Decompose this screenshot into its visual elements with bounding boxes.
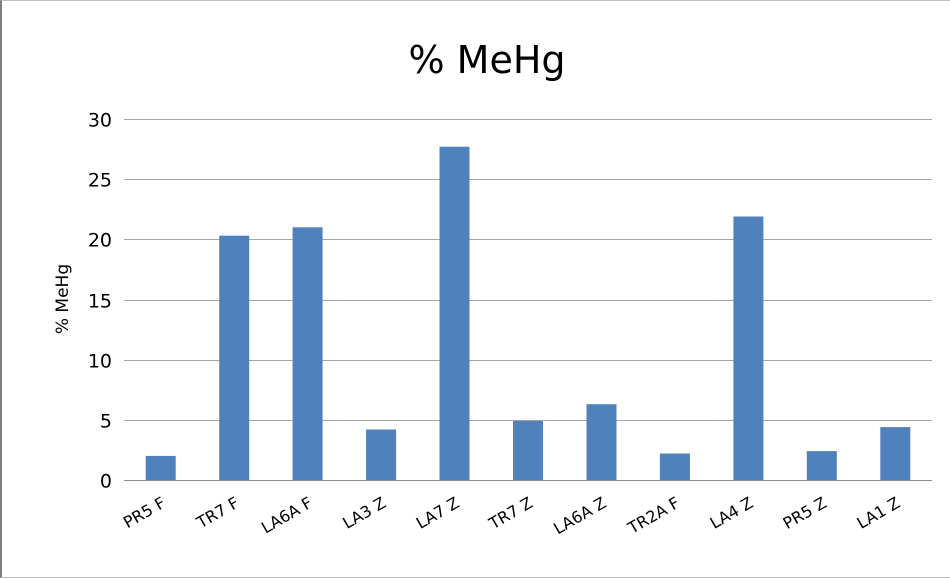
x-category-label: LA6A Z xyxy=(550,493,609,538)
x-category-label: TR7 F xyxy=(193,493,243,533)
y-axis-ticks: 0 5 10 15 20 25 30 xyxy=(88,110,112,493)
y-tick-label: 15 xyxy=(88,291,112,313)
chart-title: % MeHg xyxy=(408,38,565,82)
x-axis-ticks: PR5 F TR7 F LA6A F LA3 Z LA7 Z TR7 Z LA6A Z TR2… xyxy=(120,493,903,538)
bar xyxy=(880,427,911,480)
bar-series xyxy=(145,146,911,480)
y-tick-label: 0 xyxy=(100,471,112,493)
x-category-label: PR5 Z xyxy=(780,493,830,533)
x-category-label: LA1 Z xyxy=(854,493,904,533)
gridlines xyxy=(124,119,932,421)
bar xyxy=(733,216,764,480)
y-axis-label: % MeHg xyxy=(53,264,73,334)
y-tick-label: 30 xyxy=(88,110,112,132)
y-tick-label: 20 xyxy=(88,230,112,252)
bar xyxy=(586,404,617,480)
bar xyxy=(439,146,470,480)
y-tick-label: 25 xyxy=(88,170,112,192)
x-category-label: PR5 F xyxy=(120,493,169,532)
x-category-label: LA6A F xyxy=(258,493,316,537)
bar xyxy=(366,429,397,480)
x-category-label: LA7 Z xyxy=(413,493,463,533)
x-category-label: LA3 Z xyxy=(339,493,389,533)
bar xyxy=(219,235,250,480)
bar xyxy=(145,455,176,480)
bar xyxy=(292,227,323,480)
x-category-label: TR7 Z xyxy=(485,493,536,534)
x-category-label: LA4 Z xyxy=(707,493,757,533)
bar xyxy=(806,451,837,480)
bar xyxy=(659,453,690,480)
x-category-label: TR2A F xyxy=(624,493,683,538)
bar xyxy=(513,421,543,480)
y-tick-label: 10 xyxy=(88,351,112,373)
y-tick-label: 5 xyxy=(100,411,112,433)
